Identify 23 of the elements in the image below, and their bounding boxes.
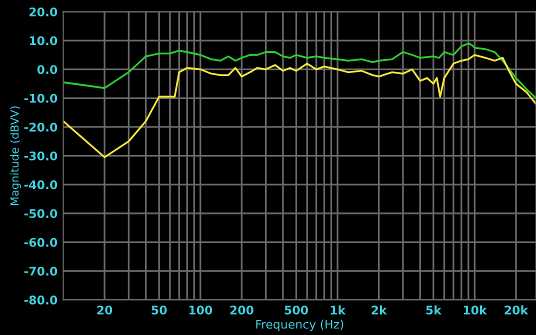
- x-axis-title: Frequency (Hz): [256, 320, 344, 332]
- x-tick-label: 1k: [330, 305, 346, 314]
- x-tick-label: 200: [230, 306, 254, 315]
- y-tick-label: -20.0: [24, 122, 58, 132]
- x-tick-label: 100: [189, 306, 212, 315]
- y-tick-label: -10.0: [24, 94, 58, 103]
- x-tick-label: 500: [284, 306, 308, 315]
- y-tick-label: -70.0: [24, 266, 58, 276]
- y-tick-label: -50.0: [24, 209, 58, 218]
- y-axis-title: Magnitude (dBVV): [10, 106, 21, 205]
- x-tick-label: 50: [152, 306, 167, 315]
- y-tick-label: -30.0: [24, 152, 58, 160]
- x-tick-label: 20: [97, 306, 112, 315]
- y-tick-label: 10.0: [30, 36, 58, 46]
- y-tick-label: -40.0: [24, 180, 58, 190]
- y-tick-label: -60.0: [24, 238, 58, 247]
- x-tick-label: 10k: [464, 305, 488, 315]
- x-tick-label: 5k: [426, 305, 442, 315]
- x-tick-label: 2k: [372, 305, 388, 314]
- y-tick-label: 20.0: [30, 7, 58, 16]
- x-tick-label: 20k: [504, 305, 528, 315]
- y-tick-label: 0.0: [37, 65, 58, 74]
- y-tick-label: -80.0: [24, 296, 58, 304]
